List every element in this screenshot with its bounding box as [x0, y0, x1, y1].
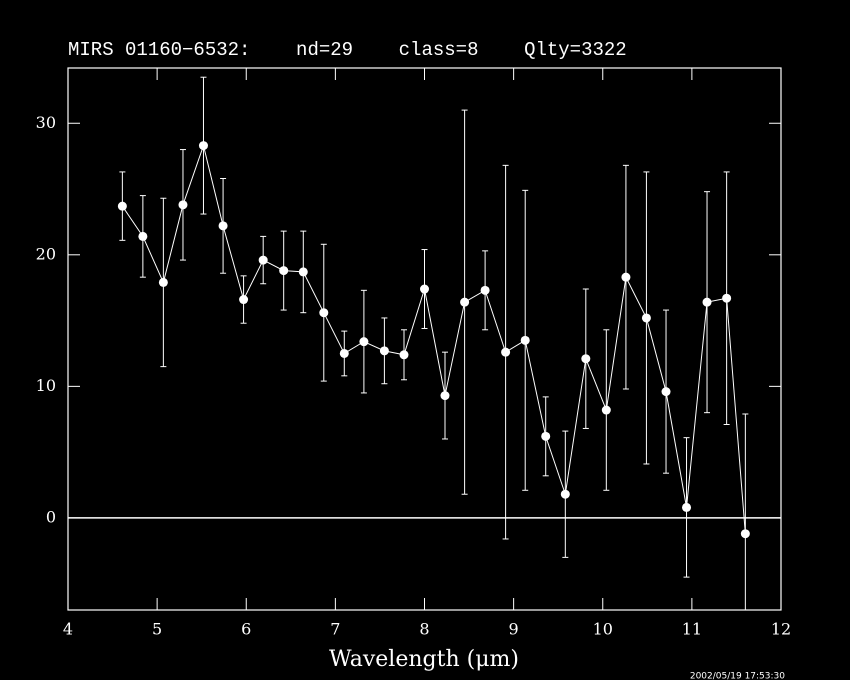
- x-tick-label: 8: [419, 620, 429, 639]
- data-point: [560, 489, 570, 499]
- x-axis-label: Wavelength (μm): [329, 647, 519, 672]
- data-point: [158, 277, 168, 287]
- plot-area: [117, 76, 750, 610]
- data-point: [601, 405, 611, 415]
- y-tick-label: 20: [36, 244, 56, 263]
- data-point: [359, 337, 369, 347]
- data-point: [621, 272, 631, 282]
- data-point: [460, 297, 470, 307]
- data-point: [399, 350, 409, 360]
- data-point: [541, 431, 551, 441]
- data-point: [298, 267, 308, 277]
- data-point: [239, 295, 249, 305]
- data-point: [440, 391, 450, 401]
- data-point: [501, 347, 511, 357]
- data-point: [661, 387, 671, 397]
- y-tick-label: 30: [36, 113, 56, 132]
- data-point: [258, 255, 268, 265]
- data-point: [379, 346, 389, 356]
- x-tick-label: 9: [509, 620, 519, 639]
- data-point: [520, 335, 530, 345]
- plot-frame: [67, 67, 782, 611]
- timestamp: 2002/05/19 17:53:30: [690, 672, 785, 680]
- data-point: [722, 293, 732, 303]
- data-point: [117, 201, 127, 211]
- x-tick-label: 10: [593, 620, 613, 639]
- x-tick-label: 5: [152, 620, 162, 639]
- y-tick-label: 0: [46, 507, 56, 526]
- data-line: [121, 143, 746, 534]
- data-point: [420, 284, 429, 294]
- x-tick-label: 6: [241, 620, 251, 639]
- data-point: [682, 502, 692, 512]
- x-tick-label: 11: [682, 620, 702, 639]
- data-point: [702, 297, 712, 307]
- data-point: [740, 529, 750, 539]
- chart-title: MIRS 01160−6532: nd=29 class=8 Qlty=3322: [68, 39, 627, 61]
- data-point: [279, 266, 289, 276]
- x-tick-label: 4: [63, 620, 73, 639]
- data-point: [218, 221, 228, 231]
- data-point: [319, 308, 329, 318]
- x-tick-label: 12: [771, 620, 791, 639]
- data-point: [339, 348, 349, 358]
- data-point: [641, 313, 651, 323]
- y-tick-label: 10: [36, 376, 56, 395]
- data-point: [480, 285, 490, 295]
- data-point: [198, 141, 208, 151]
- data-point: [178, 200, 188, 210]
- data-point: [581, 354, 591, 364]
- x-tick-label: 7: [330, 620, 340, 639]
- data-point: [138, 231, 148, 241]
